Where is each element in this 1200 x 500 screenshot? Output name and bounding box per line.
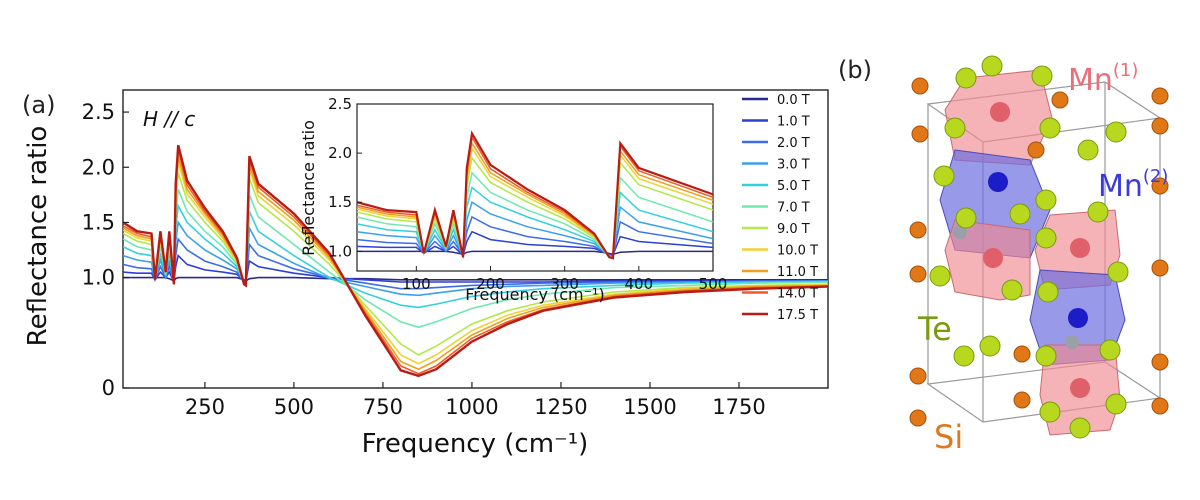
inset-y-tick-label: 2.5 <box>328 95 352 113</box>
mn2-atom <box>988 172 1008 192</box>
inset-y-tick-label: 1.5 <box>328 193 352 211</box>
inset-x-tick-label: 400 <box>625 275 654 293</box>
inset-plot-lines <box>357 130 713 260</box>
inset-x-tick-label: 300 <box>550 275 579 293</box>
te-atoms <box>929 55 1129 439</box>
legend-entry-label: 1.0 T <box>777 115 810 130</box>
field-annotation: H // c <box>143 107 195 131</box>
main-y-tick-label: 1.5 <box>82 210 115 234</box>
legend-entry-label: 2.0 T <box>777 136 810 151</box>
main-x-axis-label: Frequency (cm⁻¹) <box>362 429 589 459</box>
si-atoms <box>909 77 1169 427</box>
main-x-tick-label: 1750 <box>712 395 765 419</box>
mn2-atom <box>1068 308 1088 328</box>
legend-entry-label: 17.5 T <box>777 308 818 323</box>
main-y-axis-label: Reflectance ratio <box>23 126 53 347</box>
mn2-label: Mn(2) <box>1098 166 1168 204</box>
legend-entry-label: 10.0 T <box>777 244 818 259</box>
mn1-atom <box>1070 378 1090 398</box>
te-label: Te <box>917 310 952 348</box>
inset-x-tick-label: 100 <box>402 275 431 293</box>
inset-y-axis-label: Reflectance ratio <box>299 120 318 256</box>
main-x-tick-label: 750 <box>363 395 403 419</box>
inset-x-tick-label: 200 <box>476 275 505 293</box>
inset-series-line <box>357 130 713 260</box>
main-x-tick-label: 500 <box>274 395 314 419</box>
mn1-atom <box>1070 238 1090 258</box>
panel-a-label: (a) <box>22 91 55 119</box>
mn1-atom <box>983 248 1003 268</box>
legend-entry-label: 14.0 T <box>777 287 818 302</box>
main-y-tick-label: 2.0 <box>82 155 115 179</box>
crystal-structure-image <box>909 55 1169 439</box>
inset-x-tick-label: 500 <box>699 275 728 293</box>
main-x-tick-label: 250 <box>185 395 225 419</box>
main-y-tick-label: 1.0 <box>82 266 115 290</box>
inset-y-tick-label: 2.0 <box>328 144 352 162</box>
main-y-tick-label: 2.5 <box>82 100 115 124</box>
main-x-tick-label: 1500 <box>623 395 676 419</box>
small-atom <box>953 225 967 239</box>
main-series-line <box>123 144 828 378</box>
main-x-tick-label: 1250 <box>534 395 587 419</box>
main-x-ticks: 250 500 750 1000 1250 1500 1750 <box>185 382 766 419</box>
legend-entry-label: 0.0 T <box>777 93 810 108</box>
legend: 0.0 T 1.0 T 2.0 T 3.0 T 5.0 T 7.0 T 9.0 T 10.0 … <box>742 93 818 323</box>
main-y-ticks: 0 1.0 1.5 2.0 2.5 <box>82 100 129 400</box>
main-plot-lines <box>123 144 828 378</box>
legend-entry-label: 11.0 T <box>777 265 818 280</box>
mn1-label: Mn(1) <box>1068 60 1138 98</box>
mn1-atom <box>990 102 1010 122</box>
inset-y-tick-label: 1.0 <box>328 242 352 260</box>
legend-entry-label: 5.0 T <box>777 179 810 194</box>
small-atom <box>1065 335 1079 349</box>
legend-entry-label: 9.0 T <box>777 222 810 237</box>
main-y-tick-label: 0 <box>102 376 115 400</box>
inset-x-ticks: 100 200 300 400 500 <box>402 266 727 293</box>
main-x-tick-label: 1000 <box>445 395 498 419</box>
si-label: Si <box>934 418 963 456</box>
inset-plot-frame <box>356 103 714 272</box>
legend-entry-label: 3.0 T <box>777 158 810 173</box>
inset-y-ticks: 1.0 1.5 2.0 2.5 <box>328 95 362 260</box>
panel-b-label: (b) <box>838 56 872 84</box>
inset-x-axis-label: Frequency (cm⁻¹) <box>465 285 604 304</box>
legend-entry-label: 7.0 T <box>777 201 810 216</box>
